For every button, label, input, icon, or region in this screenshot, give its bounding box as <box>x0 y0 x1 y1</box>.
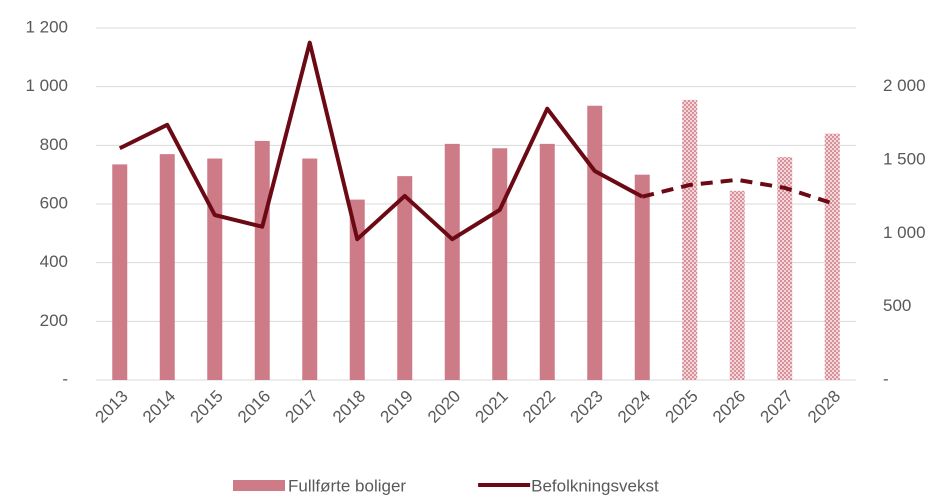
y-tick-label: - <box>62 369 68 388</box>
x-tick-label: 2019 <box>377 387 417 427</box>
x-tick-label: 2020 <box>424 387 464 427</box>
y2-tick-label: 500 <box>883 296 911 315</box>
y-tick-label: 1 200 <box>25 17 68 36</box>
y-tick-label: 400 <box>40 252 68 271</box>
x-tick-label: 2027 <box>757 387 797 427</box>
bar <box>824 133 840 380</box>
bar <box>349 199 365 380</box>
x-tick-label: 2018 <box>329 387 369 427</box>
y-tick-label: 600 <box>40 193 68 212</box>
bar <box>492 148 508 380</box>
bar <box>682 99 698 380</box>
bar <box>729 190 745 380</box>
x-tick-label: 2021 <box>472 387 512 427</box>
y-tick-label: 200 <box>40 311 68 330</box>
x-tick-label: 2028 <box>804 387 844 427</box>
x-tick-label: 2017 <box>282 387 322 427</box>
bar <box>159 154 175 380</box>
x-tick-label: 2025 <box>662 387 702 427</box>
bar <box>397 176 413 380</box>
y-tick-label: 1 000 <box>25 76 68 95</box>
x-tick-label: 2013 <box>92 387 132 427</box>
bar <box>207 158 223 380</box>
bar <box>302 158 318 380</box>
line <box>118 40 644 242</box>
y2-tick-label: 2 000 <box>883 76 926 95</box>
y2-tick-label: - <box>883 369 889 388</box>
bar <box>444 143 460 380</box>
x-tick-label: 2014 <box>139 387 179 427</box>
x-tick-label: 2026 <box>709 387 749 427</box>
x-tick-label: 2022 <box>519 387 559 427</box>
legend-swatch <box>233 480 285 491</box>
bar <box>777 157 793 380</box>
bar <box>634 174 650 380</box>
y-tick-label: 800 <box>40 135 68 154</box>
x-tick-label: 2016 <box>234 387 274 427</box>
x-tick-label: 2023 <box>567 387 607 427</box>
bar <box>254 140 270 380</box>
bar <box>112 164 128 380</box>
bar <box>539 143 555 380</box>
y2-tick-label: 1 000 <box>883 223 926 242</box>
x-tick-label: 2015 <box>187 387 227 427</box>
x-tick-label: 2024 <box>614 387 654 427</box>
bar <box>587 105 603 380</box>
legend-label: Fullførte boliger <box>288 476 406 495</box>
legend-label: Befolkningsvekst <box>531 476 659 495</box>
y2-tick-label: 1 500 <box>883 149 926 168</box>
line <box>641 177 833 206</box>
